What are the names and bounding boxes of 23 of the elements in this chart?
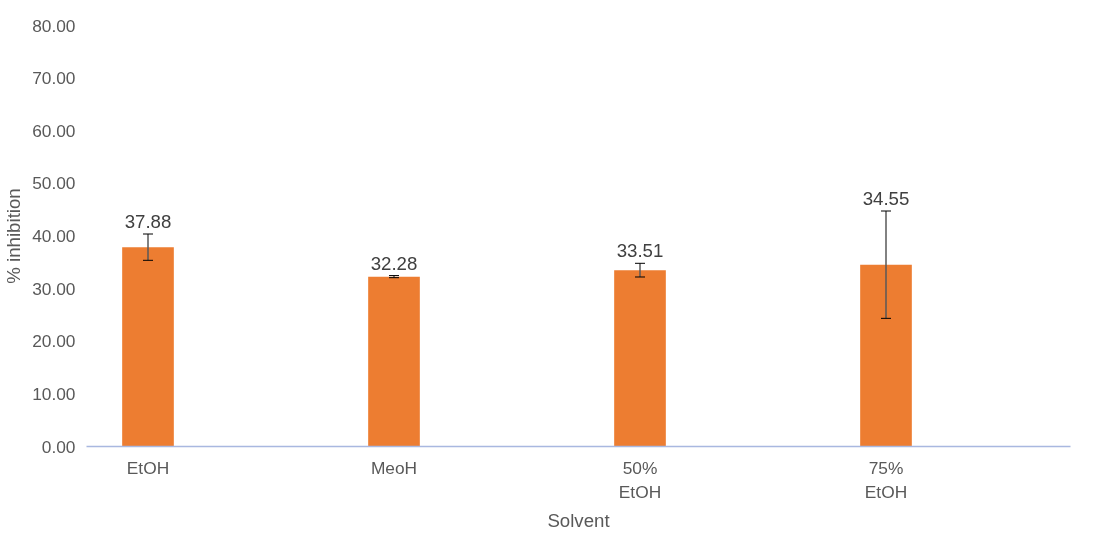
- bar: [860, 264, 912, 447]
- y-tick-label: 0.00: [41, 436, 76, 457]
- y-tick-label: 80.00: [32, 15, 76, 36]
- y-axis-title: % inhibition: [3, 188, 25, 284]
- data-label: 32.28: [370, 252, 418, 274]
- bar: [614, 270, 666, 447]
- x-axis-title: Solvent: [547, 509, 611, 531]
- x-tick-label: 75% EtOH: [864, 457, 908, 502]
- bar: [122, 247, 174, 447]
- data-label: 34.55: [862, 188, 910, 209]
- y-tick-label: 50.00: [32, 173, 76, 194]
- y-tick-label: 10.00: [32, 383, 76, 404]
- bar: [368, 276, 420, 447]
- y-tick-label: 70.00: [32, 68, 76, 89]
- y-tick-label: 20.00: [32, 331, 76, 352]
- data-label: 37.88: [124, 211, 172, 232]
- y-tick-label: 40.00: [32, 226, 76, 246]
- data-label: 33.51: [616, 240, 664, 262]
- x-tick-label: MeoH: [370, 457, 418, 478]
- y-tick-label: 30.00: [32, 278, 76, 299]
- y-tick-label: 60.00: [32, 120, 76, 141]
- x-tick-label: 50% EtOH: [618, 457, 662, 502]
- x-tick-label: EtOH: [126, 457, 170, 478]
